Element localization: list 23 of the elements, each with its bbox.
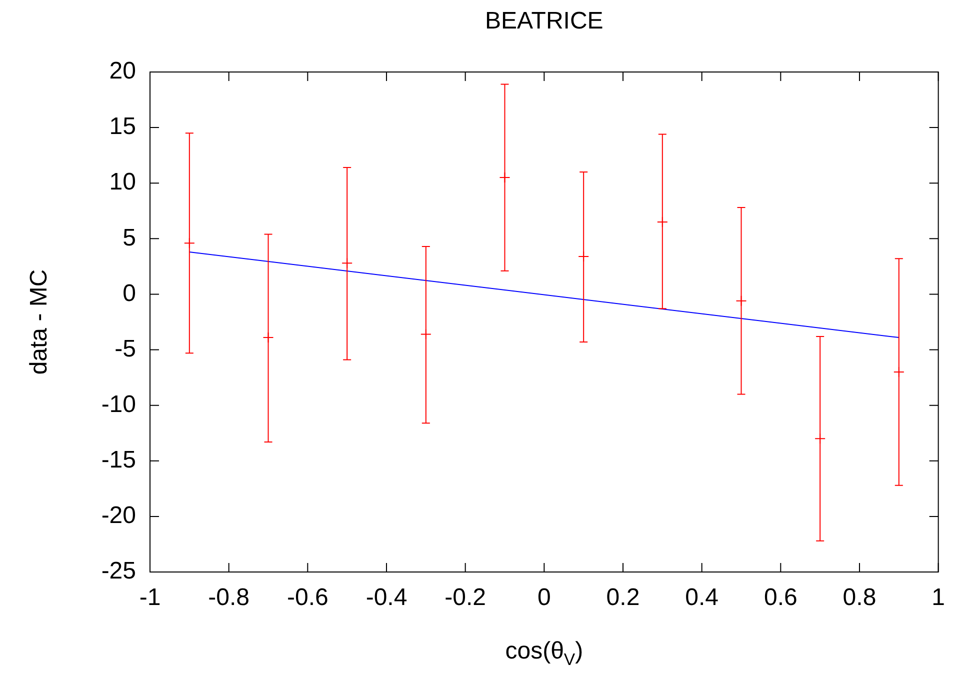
y-tick-label: 20: [109, 58, 136, 85]
x-tick-label: -0.2: [444, 584, 486, 612]
x-tick-label: -0.6: [286, 584, 328, 612]
y-tick-label: 15: [109, 113, 136, 140]
x-tick-label: -0.8: [208, 584, 250, 612]
y-tick-label: 5: [122, 224, 136, 252]
y-tick-label: -25: [101, 558, 136, 585]
x-tick-label: 0.4: [685, 584, 719, 612]
y-tick-label: -15: [101, 446, 136, 474]
y-axis-title: data - MC: [26, 269, 53, 375]
x-tick-label: 0.2: [606, 584, 640, 612]
chart-title: BEATRICE: [485, 8, 604, 35]
x-tick-label: 0.8: [842, 584, 876, 612]
y-tick-label: 10: [109, 168, 136, 196]
x-tick-label: 0.6: [764, 584, 798, 612]
y-tick-label: 0: [122, 280, 136, 307]
y-tick-label: -5: [114, 335, 136, 362]
y-tick-label: -10: [101, 390, 136, 418]
x-tick-label: 1: [932, 584, 946, 612]
x-tick-label: 0: [537, 584, 551, 612]
x-tick-label: -1: [139, 584, 161, 612]
x-tick-label: -0.4: [366, 584, 408, 612]
y-tick-label: -20: [101, 502, 136, 530]
